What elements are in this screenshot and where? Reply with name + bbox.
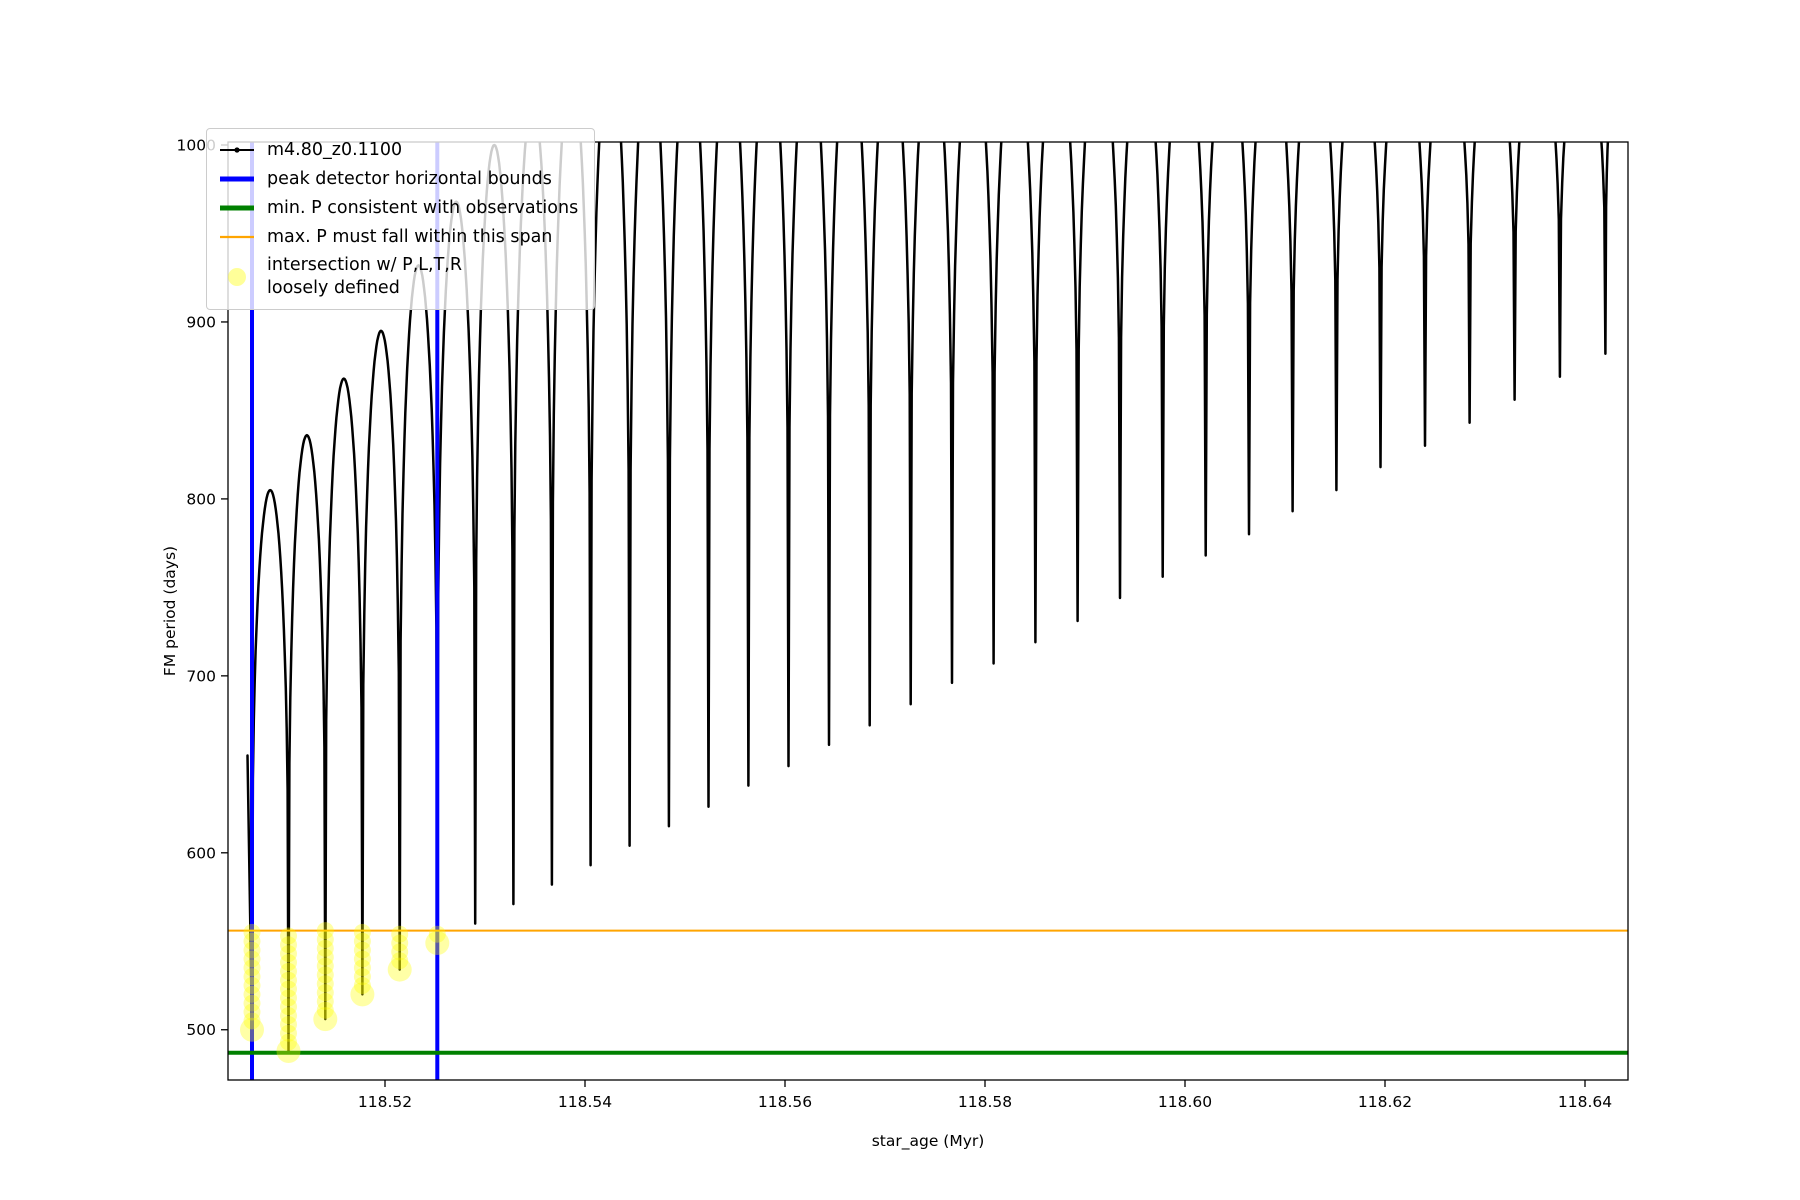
y-tick-label: 500 [186,1021,216,1039]
intersection-marker [353,941,371,959]
intersection-marker [353,932,371,950]
intersection-marker [243,941,261,959]
intersection-marker [391,934,409,952]
intersection-marker [353,923,371,941]
intersection-marker [350,982,375,1007]
intersection-marker [243,932,261,950]
y-tick-label: 700 [186,667,216,685]
x-tick-label: 118.54 [558,1093,612,1111]
intersection-marker [316,957,334,975]
intersection-marker [353,968,371,986]
x-tick-label: 118.58 [958,1093,1012,1111]
legend-item-3: max. P must fall within this span [218,225,578,249]
intersection-marker [280,1024,297,1042]
intersection-marker [353,977,371,995]
legend-label: peak detector horizontal bounds [267,168,552,189]
yellow-marker-icon [228,267,246,286]
intersection-marker [243,968,261,986]
intersection-marker [316,948,334,966]
intersection-marker [316,966,334,984]
x-tick-label: 118.60 [1158,1093,1212,1111]
green-hline-icon [220,205,254,211]
x-axis-label: star_age (Myr) [871,1132,985,1150]
x-tick-label: 118.52 [358,1093,412,1111]
intersection-marker [425,931,450,956]
intersection-marker [243,1003,261,1021]
intersection-marker [280,989,297,1007]
x-tick-label: 118.56 [758,1093,812,1111]
intersection-marker [243,985,261,1003]
intersection-marker [313,1007,338,1032]
intersection-marker [280,962,297,980]
intersection-marker [243,977,261,995]
legend-item-1: peak detector horizontal bounds [218,167,578,191]
x-tick-label: 118.62 [1358,1093,1412,1111]
y-tick-label: 800 [186,490,216,508]
intersection-marker [316,984,334,1002]
intersection-marker [280,1033,297,1051]
intersection-marker [243,923,261,941]
y-tick-label: 600 [186,844,216,862]
legend-item-0: m4.80_z0.1100 [218,138,578,162]
intersection-marker [391,925,409,943]
intersection-marker [280,927,297,945]
legend-item-4: intersection w/ P,L,T,R loosely defined [218,254,578,300]
legend-label: m4.80_z0.1100 [267,139,403,160]
intersection-marker [316,975,334,993]
orange-hline-icon [220,235,254,239]
intersection-marker [243,950,261,968]
x-tick-label: 118.64 [1558,1093,1612,1111]
intersection-marker [280,980,297,998]
intersection-marker [280,936,297,954]
intersection-marker [243,994,261,1012]
blue-vline-icon [220,176,254,182]
legend-item-2: min. P consistent with observations [218,196,578,220]
intersection-marker [316,931,334,949]
intersection-marker [316,939,334,957]
intersection-marker [280,945,297,963]
intersection-marker [353,950,371,968]
intersection-marker [316,922,334,940]
intersection-marker [280,954,297,972]
intersection-marker [243,1012,261,1030]
intersection-marker [353,959,371,977]
intersection-marker [280,1007,297,1025]
intersection-marker [276,1038,301,1063]
intersection-marker [240,1017,264,1042]
axes-spines [227,141,1629,1081]
intersection-marker [280,998,297,1016]
legend-label: max. P must fall within this span [267,226,553,247]
intersection-marker [243,959,261,977]
y-axis-label: FM period (days) [161,545,179,677]
legend-label: min. P consistent with observations [267,197,579,218]
intersection-marker [280,971,297,989]
y-tick-label: 900 [186,313,216,331]
legend-label: intersection w/ P,L,T,R loosely defined [267,255,462,298]
intersection-marker [280,1015,297,1033]
intersection-marker [391,943,409,961]
plot-area [228,142,1628,1080]
intersection-marker [387,957,412,982]
intersection-marker [428,925,446,943]
intersection-marker [391,952,409,970]
intersection-marker [316,992,334,1010]
intersection-marker [316,1001,334,1019]
black-series-line-icon [220,147,254,153]
